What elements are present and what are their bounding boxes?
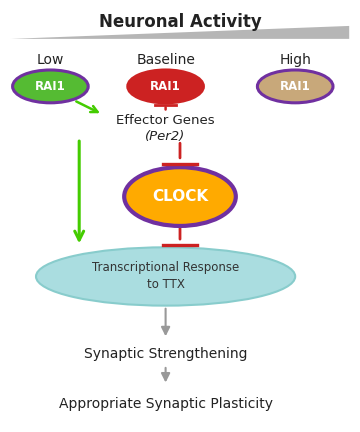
Text: Transcriptional Response
to TTX: Transcriptional Response to TTX [92,261,239,292]
Text: RAI1: RAI1 [35,80,66,93]
Text: RAI1: RAI1 [280,80,311,93]
Text: Neuronal Activity: Neuronal Activity [99,13,261,31]
Text: Effector Genes: Effector Genes [116,114,215,127]
Text: (Per2): (Per2) [145,130,186,143]
Text: CLOCK: CLOCK [152,189,208,204]
Ellipse shape [124,167,236,226]
Ellipse shape [128,70,203,103]
Text: Synaptic Strengthening: Synaptic Strengthening [84,347,247,361]
Ellipse shape [36,247,295,306]
Text: Low: Low [37,53,64,67]
Text: High: High [279,53,311,67]
Polygon shape [11,26,349,39]
Ellipse shape [13,70,88,103]
Ellipse shape [257,70,333,103]
Text: RAI1: RAI1 [150,80,181,93]
Text: Appropriate Synaptic Plasticity: Appropriate Synaptic Plasticity [59,397,273,411]
Text: Baseline: Baseline [136,53,195,67]
